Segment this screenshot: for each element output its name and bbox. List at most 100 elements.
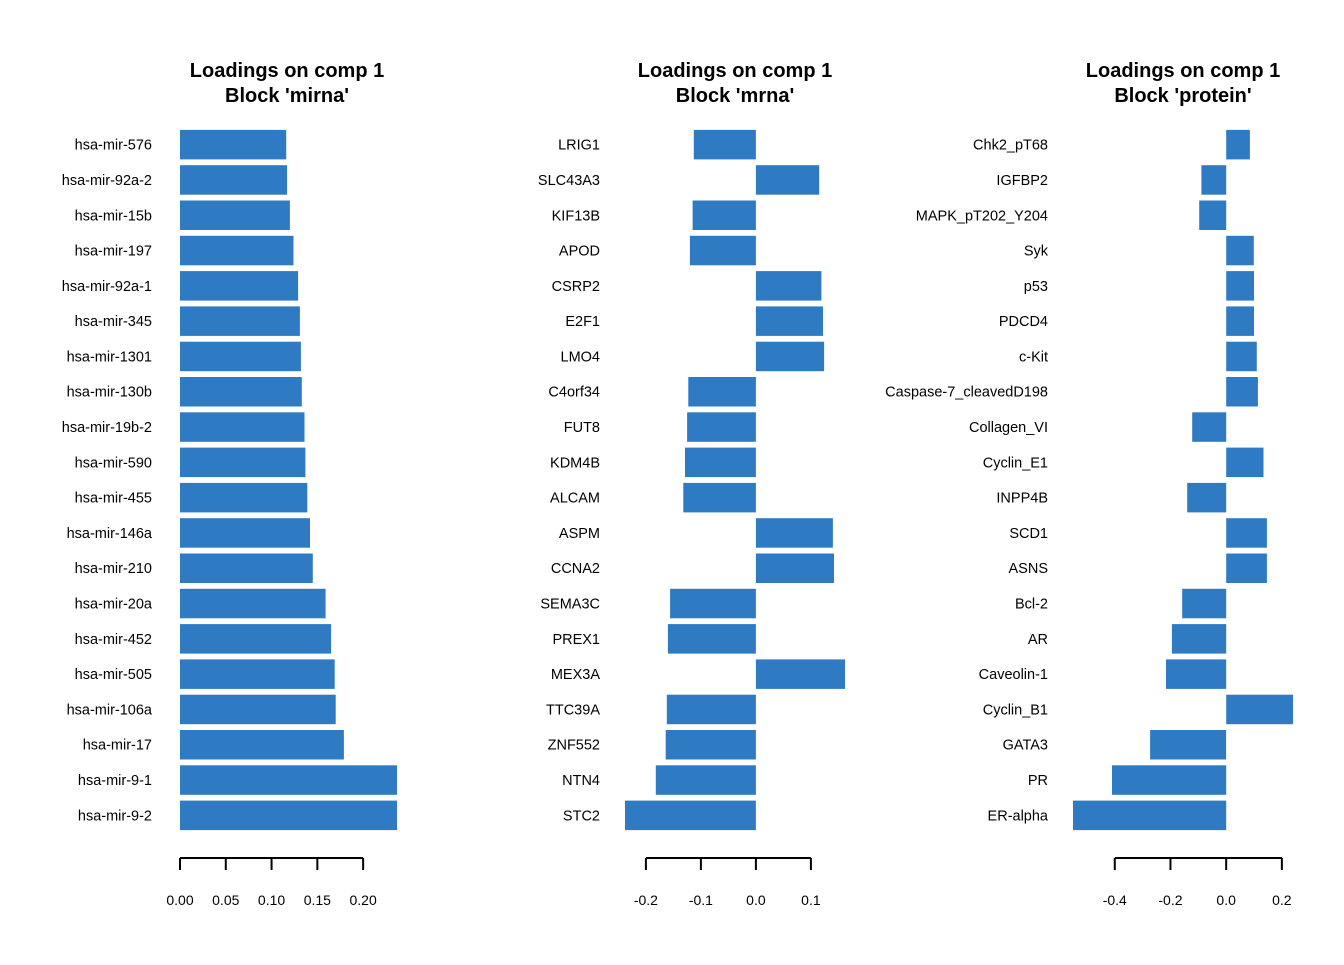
bar-FUT8 [687,412,756,442]
bar-Collagen_VI [1192,412,1227,442]
category-label: hsa-mir-19b-2 [62,420,152,436]
category-label: FUT8 [564,420,600,436]
x-tick-label: 0.0 [1216,892,1236,908]
bar-hsa-mir-505 [180,659,335,689]
x-tick-label: -0.2 [1158,892,1182,908]
category-label: PDCD4 [999,314,1048,330]
x-tick-label: 0.2 [1272,892,1292,908]
category-label: CCNA2 [551,561,600,577]
bar-hsa-mir-455 [180,482,308,513]
bar-MEX3A [755,659,845,689]
bar-hsa-mir-146a [180,518,310,548]
category-label: hsa-mir-345 [75,314,152,330]
bar-PDCD4 [1226,306,1254,336]
category-label: ZNF552 [548,738,600,754]
panel-title: Loadings on comp 1 [638,60,832,82]
bar-hsa-mir-1301 [180,341,301,372]
x-tick-label: 0.05 [212,892,239,908]
category-label: hsa-mir-106a [67,702,153,718]
bar-ASPM [755,518,833,548]
category-label: C4orf34 [548,385,600,401]
bar-hsa-mir-197 [180,235,294,266]
bar-TTC39A [666,694,756,725]
category-label: hsa-mir-92a-1 [62,279,152,295]
category-label: hsa-mir-210 [75,561,152,577]
category-label: MAPK_pT202_Y204 [916,208,1048,224]
panel-subtitle: Block 'protein' [1114,85,1251,107]
bar-KDM4B [685,447,756,478]
category-label: hsa-mir-590 [75,455,152,471]
bar-ALCAM [683,482,756,513]
category-label: hsa-mir-197 [75,244,152,260]
bar-LMO4 [755,341,825,372]
category-label: CSRP2 [552,279,600,295]
category-label: Cyclin_B1 [983,702,1048,718]
bar-E2F1 [755,306,823,336]
category-label: p53 [1024,279,1048,295]
category-label: Cyclin_E1 [983,455,1048,471]
category-label: hsa-mir-92a-2 [62,173,152,189]
bar-hsa-mir-576 [180,129,287,160]
bar-p53 [1226,271,1254,301]
category-label: hsa-mir-455 [75,491,152,507]
panel-subtitle: Block 'mrna' [676,85,794,107]
chart-panel-3: Loadings on comp 1 Block 'protein' Chk2_pT… [885,60,1293,908]
category-label: SCD1 [1009,526,1048,542]
bar-SCD1 [1226,518,1267,548]
bar-hsa-mir-452 [180,624,332,654]
bar-SEMA3C [670,588,756,619]
bar-LRIG1 [693,129,756,160]
category-label: APOD [559,244,600,260]
category-label: hsa-mir-1301 [67,349,152,365]
category-label: AR [1028,632,1048,648]
category-label: hsa-mir-17 [83,738,152,754]
bar-Cyclin_B1 [1226,694,1293,725]
chart-panel-1: Loadings on comp 1 Block 'mirna' hsa-mir-5… [62,60,397,908]
panel-title: Loadings on comp 1 [1086,60,1280,82]
bar-CSRP2 [755,271,822,301]
bar-hsa-mir-9-2 [180,800,397,831]
bar-Chk2_pT68 [1226,129,1250,160]
category-label: Bcl-2 [1015,597,1048,613]
bar-KIF13B [692,200,756,230]
bar-Cyclin_E1 [1226,447,1264,478]
bar-AR [1171,624,1227,654]
category-label: hsa-mir-9-2 [78,808,152,824]
bar-APOD [689,235,756,266]
x-tick-label: -0.1 [689,892,713,908]
bar-Caveolin-1 [1166,659,1227,689]
bar-GATA3 [1150,730,1227,760]
panel-subtitle: Block 'mirna' [225,85,349,107]
bar-INPP4B [1187,482,1227,513]
category-label: hsa-mir-130b [67,385,152,401]
bar-hsa-mir-590 [180,447,306,478]
bar-SLC43A3 [755,165,820,195]
category-label: hsa-mir-505 [75,667,152,683]
category-label: KIF13B [552,208,600,224]
category-label: Collagen_VI [969,420,1048,436]
category-label: Caspase-7_cleavedD198 [885,385,1048,401]
category-label: E2F1 [565,314,600,330]
bar-hsa-mir-9-1 [180,765,397,795]
bar-STC2 [625,800,756,831]
category-label: KDM4B [550,455,600,471]
category-label: IGFBP2 [996,173,1048,189]
category-label: PR [1028,773,1048,789]
bar-PREX1 [667,624,756,654]
category-label: TTC39A [546,702,600,718]
x-tick-label: -0.4 [1103,892,1127,908]
bar-Bcl-2 [1182,588,1227,619]
category-label: ER-alpha [988,808,1049,824]
x-tick-label: -0.2 [634,892,658,908]
x-tick-label: 0.15 [304,892,331,908]
bar-hsa-mir-20a [180,588,326,619]
category-label: hsa-mir-20a [75,597,153,613]
bar-CCNA2 [755,553,834,583]
bar-NTN4 [655,765,756,795]
bar-C4orf34 [688,377,756,407]
bar-MAPK_pT202_Y204 [1199,200,1227,230]
bar-Syk [1226,235,1254,266]
category-label: Syk [1024,244,1049,260]
